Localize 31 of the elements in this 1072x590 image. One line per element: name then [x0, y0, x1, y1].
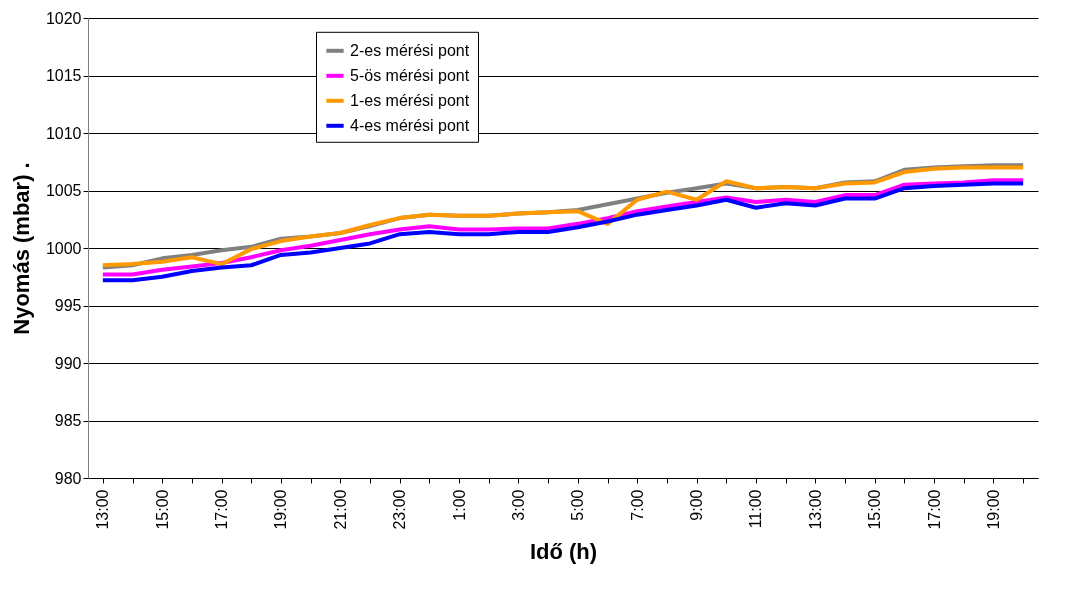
x-tick-label: 17:00	[925, 489, 943, 530]
x-tick-label: 13:00	[806, 489, 824, 530]
y-axis-title: Nyomás (mbar) .	[8, 162, 34, 335]
x-tick-label: 7:00	[628, 489, 646, 521]
x-tick-label: 19:00	[272, 489, 290, 530]
y-tick-label: 990	[54, 354, 82, 372]
y-tick-label: 1005	[45, 182, 82, 199]
x-axis-title: Idő (h)	[529, 538, 598, 564]
x-tick-label: 23:00	[391, 489, 409, 530]
legend-label: 4-es mérési pont	[350, 116, 470, 134]
x-tick-label: 17:00	[213, 489, 231, 530]
x-tick-label: 19:00	[984, 489, 1002, 530]
y-tick-label: 1000	[45, 239, 82, 257]
x-tick-label: 5:00	[569, 489, 587, 521]
y-tick-label: 985	[54, 412, 82, 429]
x-tick-label: 1:00	[450, 489, 468, 521]
x-tick-label: 21:00	[331, 489, 349, 530]
x-tick-label: 9:00	[688, 489, 706, 521]
x-tick-label: 15:00	[866, 489, 884, 530]
y-tick-label: 980	[54, 469, 82, 487]
y-tick-label: 1015	[45, 67, 82, 84]
x-tick-label: 15:00	[153, 489, 171, 530]
x-tick-label: 11:00	[747, 489, 765, 529]
x-tick-label: 3:00	[509, 489, 527, 521]
y-tick-label: 995	[54, 297, 82, 314]
legend-label: 2-es mérési pont	[350, 41, 470, 59]
legend-label: 5-ös mérési pont	[350, 66, 470, 84]
legend-label: 1-es mérési pont	[350, 91, 470, 109]
y-tick-label: 1020	[45, 9, 82, 27]
x-tick-label: 13:00	[94, 489, 112, 530]
y-tick-label: 1010	[45, 124, 82, 142]
